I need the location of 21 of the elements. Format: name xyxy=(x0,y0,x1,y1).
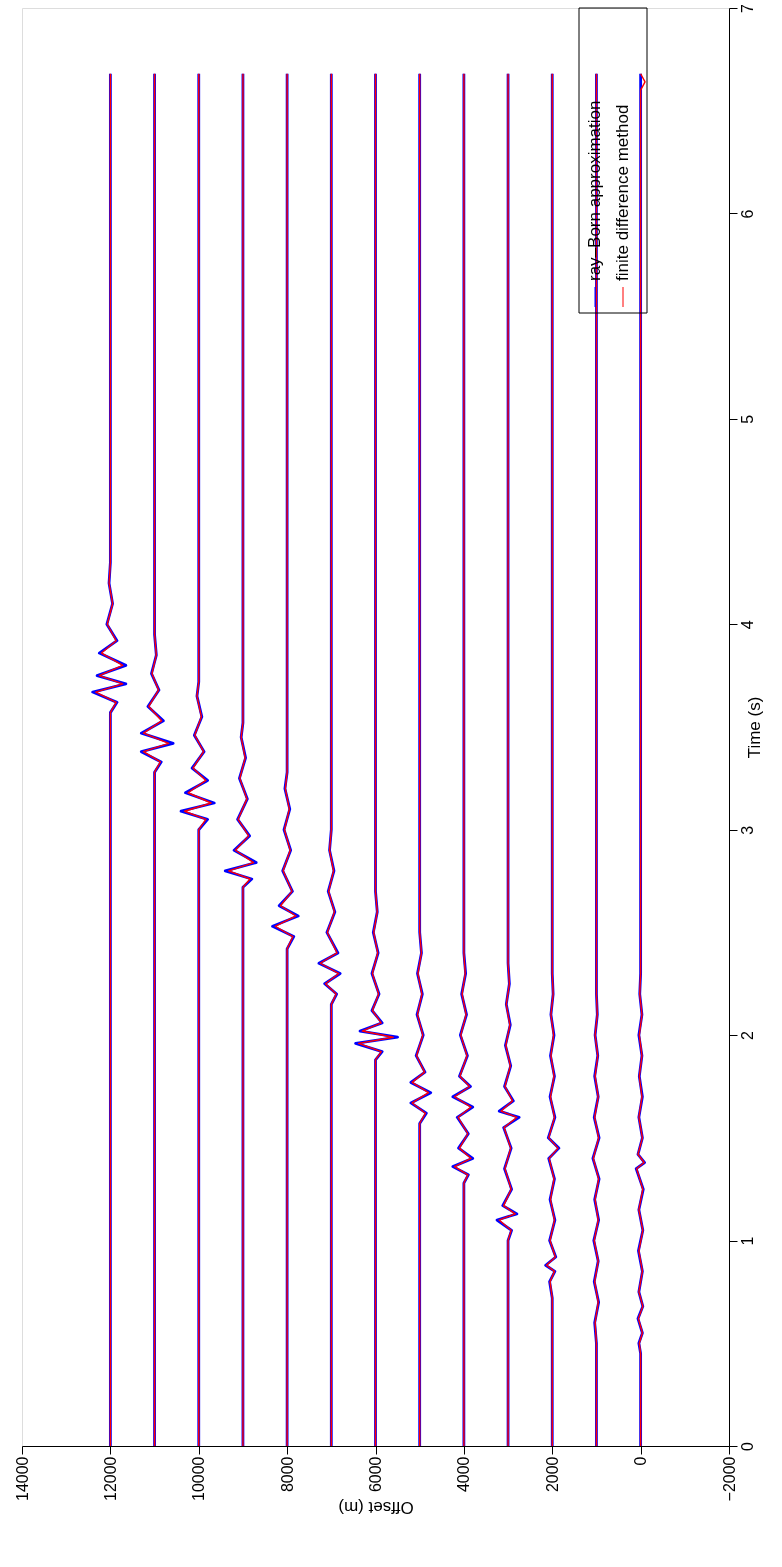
text: finite difference method xyxy=(613,104,632,281)
x-tick-label: 4000 xyxy=(455,1456,473,1493)
y-tick-label: 6 xyxy=(738,209,756,219)
y-tick-label: 0 xyxy=(738,1441,756,1451)
x-tick-label: 0 xyxy=(632,1456,650,1466)
y-tick-label: 5 xyxy=(738,414,756,424)
y-tick-label: 3 xyxy=(738,825,756,835)
y-tick-label: 7 xyxy=(738,3,756,13)
text: ray–Born approximation xyxy=(585,100,604,281)
x-axis-title: Offset (m) xyxy=(338,1498,414,1518)
x-tick-label: 10000 xyxy=(190,1456,208,1501)
x-tick-label: 14000 xyxy=(13,1456,31,1501)
y-axis-title: Time (s) xyxy=(744,696,764,759)
y-tick-label: 2 xyxy=(738,1031,756,1041)
x-tick-label: 12000 xyxy=(101,1456,119,1501)
y-tick-label: 1 xyxy=(738,1236,756,1246)
x-tick-label: 2000 xyxy=(543,1456,561,1493)
x-tick-label: 6000 xyxy=(367,1456,384,1493)
x-tick-label: −2000 xyxy=(720,1456,738,1502)
x-tick-label: 8000 xyxy=(278,1456,296,1493)
y-tick-label: 4 xyxy=(738,620,756,630)
